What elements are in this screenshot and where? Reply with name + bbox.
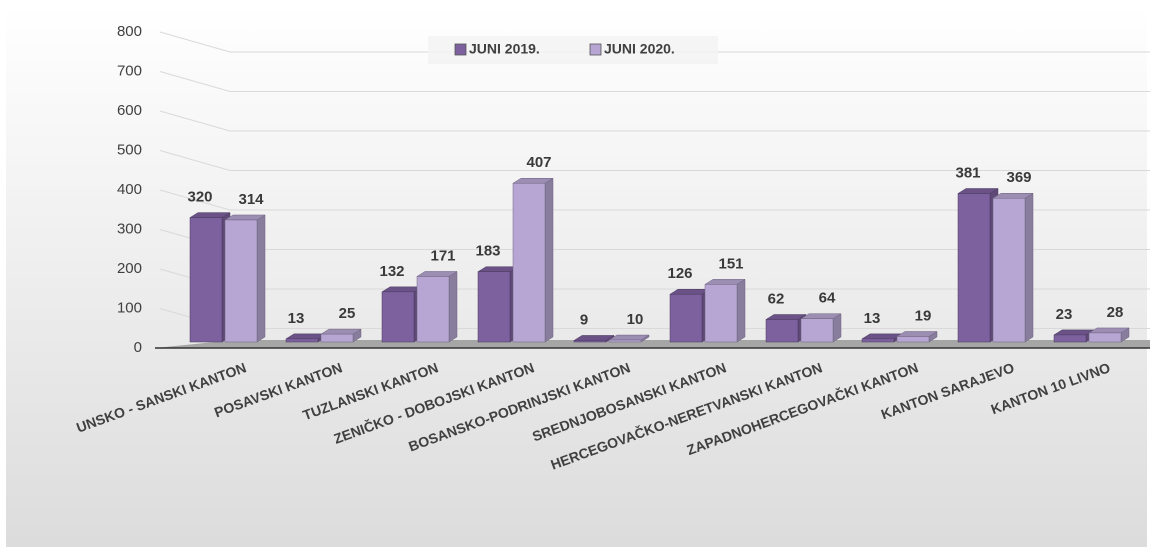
y-tick-label: 300 — [117, 220, 142, 237]
bar-front — [477, 271, 511, 343]
bar — [1053, 329, 1095, 343]
y-tick-label: 400 — [117, 181, 142, 198]
bar — [800, 313, 842, 343]
y-tick-label: 800 — [117, 23, 142, 40]
bar — [285, 333, 327, 343]
legend-label: JUNI 2020. — [604, 41, 675, 57]
value-label: 132 — [379, 263, 404, 280]
bar-front — [765, 319, 799, 343]
legend-background — [428, 36, 718, 64]
bar-front — [992, 197, 1026, 343]
value-label: 19 — [915, 307, 932, 324]
value-label: 23 — [1056, 306, 1073, 323]
bar — [512, 177, 554, 343]
y-tick-label: 200 — [117, 260, 142, 277]
value-label: 28 — [1107, 304, 1124, 321]
value-label: 13 — [864, 310, 881, 327]
bar-front — [381, 291, 415, 343]
bar — [861, 333, 903, 343]
bar — [669, 288, 711, 343]
bar-front — [704, 284, 738, 343]
bar — [416, 271, 458, 343]
bar-front — [608, 339, 642, 343]
grid-line — [159, 189, 1150, 211]
bar-side — [736, 278, 746, 343]
value-label: 171 — [430, 247, 455, 264]
grid-line — [159, 110, 1150, 132]
value-label: 62 — [768, 290, 785, 307]
bar — [189, 212, 231, 343]
value-label: 64 — [819, 290, 836, 307]
y-tick-label: 600 — [117, 102, 142, 119]
y-tick-label: 100 — [117, 299, 142, 316]
bar — [765, 314, 807, 343]
bar — [608, 334, 650, 343]
grid-line — [159, 31, 1150, 53]
value-label: 10 — [627, 311, 644, 328]
bar — [1088, 327, 1130, 343]
y-tick-label: 500 — [117, 141, 142, 158]
bar — [896, 331, 938, 343]
value-label: 381 — [955, 164, 980, 181]
bar-front — [957, 193, 991, 343]
bar-front — [285, 338, 319, 343]
bar-front — [320, 333, 354, 343]
value-label: 13 — [288, 310, 305, 327]
bar-front — [224, 219, 258, 343]
y-tick-label: 0 — [134, 339, 142, 356]
bar — [992, 192, 1034, 343]
grid-line — [159, 71, 1150, 92]
bar-side — [544, 177, 554, 343]
value-label: 369 — [1006, 169, 1031, 186]
bar — [957, 188, 999, 343]
bar-front — [861, 338, 895, 343]
value-label: 407 — [526, 154, 551, 171]
bar-front — [512, 182, 546, 343]
bar — [381, 286, 423, 343]
y-tick-label: 700 — [117, 62, 142, 79]
value-label: 126 — [667, 265, 692, 282]
value-label: 314 — [238, 191, 264, 208]
bar-side — [448, 271, 458, 343]
bar — [704, 278, 746, 343]
bar-front — [573, 340, 607, 343]
bar — [320, 328, 362, 343]
value-label: 9 — [580, 311, 588, 328]
bar-side — [1024, 192, 1034, 343]
bar-front — [896, 336, 930, 343]
bar-side — [256, 214, 266, 343]
bar — [224, 214, 266, 343]
bar-front — [1088, 332, 1122, 343]
bar-front — [669, 293, 703, 343]
legend-swatch — [589, 43, 602, 56]
value-label: 320 — [187, 189, 212, 206]
value-label: 183 — [475, 243, 500, 260]
bar-front — [800, 318, 834, 343]
bar — [573, 334, 615, 343]
value-label: 25 — [339, 305, 356, 322]
bar — [477, 266, 519, 343]
bar-front — [416, 276, 450, 343]
bar-front — [189, 217, 223, 343]
grid-line — [159, 150, 1150, 171]
legend-label: JUNI 2019. — [469, 41, 540, 57]
value-label: 151 — [718, 255, 743, 272]
legend-swatch — [454, 43, 467, 56]
bar-front — [1053, 334, 1087, 343]
